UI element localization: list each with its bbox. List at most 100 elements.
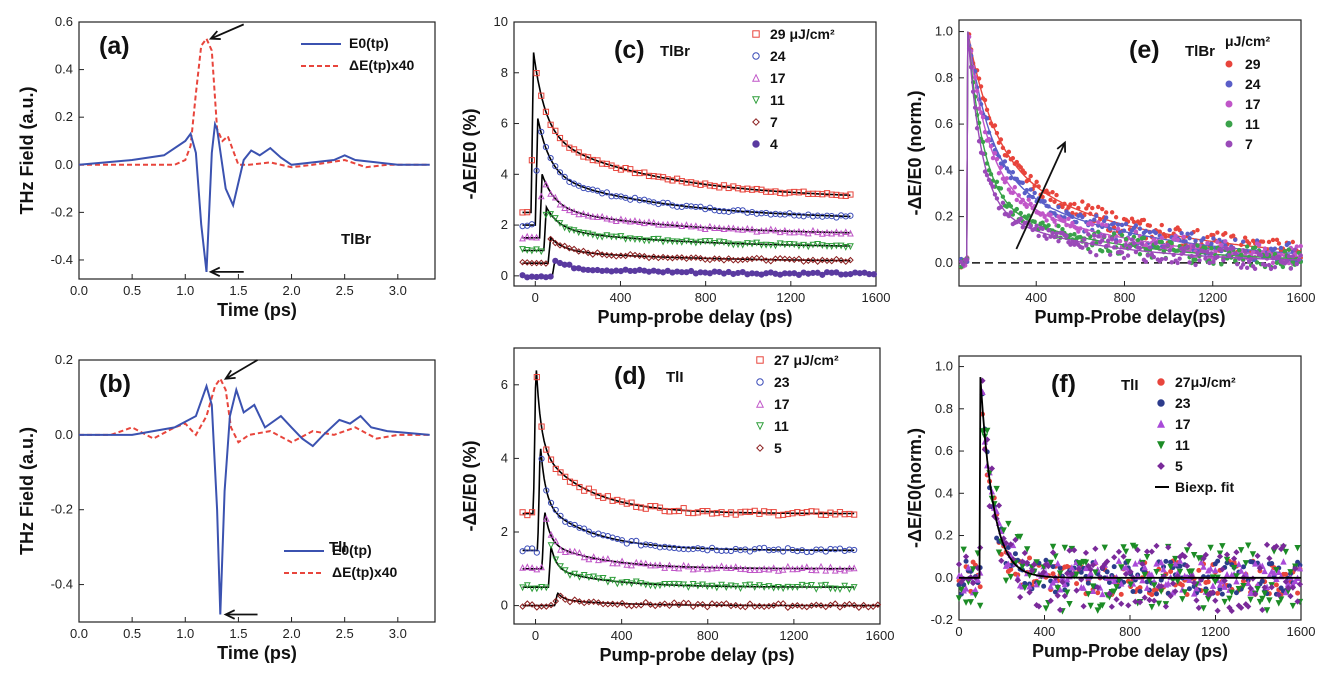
- data-point: [533, 565, 541, 573]
- legend-marker: [752, 140, 760, 148]
- data-point: [697, 223, 704, 231]
- data-point: [1143, 584, 1151, 591]
- data-point: [519, 603, 526, 610]
- data-point: [628, 580, 635, 588]
- data-point: [533, 233, 540, 241]
- data-point: [1008, 175, 1014, 181]
- data-point: [1270, 260, 1276, 265]
- data-point: [519, 258, 526, 266]
- data-point: [656, 561, 664, 569]
- data-point: [598, 233, 606, 241]
- data-point: [1160, 573, 1167, 580]
- data-point: [1215, 590, 1221, 596]
- data-point: [642, 598, 650, 606]
- data-point: [1282, 548, 1290, 556]
- data-point: [1159, 235, 1164, 240]
- data-point: [1052, 553, 1059, 560]
- data-point: [1080, 199, 1085, 204]
- data-point: [1137, 245, 1143, 251]
- x-tick-label: 0.0: [70, 283, 88, 298]
- data-point: [1167, 227, 1172, 233]
- data-point: [1187, 236, 1192, 241]
- data-point: [689, 581, 697, 588]
- data-point: [1117, 238, 1123, 244]
- data-point: [659, 199, 667, 206]
- data-point: [1061, 580, 1069, 588]
- data-point: [739, 207, 746, 214]
- x-tick-label: 800: [697, 628, 719, 643]
- data-point: [659, 220, 667, 228]
- data-point: [837, 229, 845, 237]
- data-point: [789, 602, 796, 610]
- data-point: [585, 485, 593, 492]
- data-point: [543, 446, 550, 453]
- data-point: [561, 567, 569, 575]
- data-point: [1019, 558, 1026, 565]
- data-point: [551, 215, 559, 222]
- data-point: [1205, 234, 1210, 240]
- data-point: [781, 255, 789, 263]
- data-point: [1195, 604, 1202, 611]
- data-point: [1280, 558, 1287, 565]
- data-point: [1066, 601, 1073, 608]
- data-point: [1183, 562, 1191, 570]
- legend-marker: [1156, 419, 1166, 428]
- data-point: [734, 225, 742, 233]
- y-tick-label: 4: [501, 450, 508, 465]
- data-point: [666, 561, 673, 569]
- y-tick-label: 6: [501, 116, 508, 131]
- fit-line: [522, 448, 855, 552]
- data-point: [1212, 566, 1219, 574]
- data-point: [1286, 241, 1292, 246]
- data-point: [692, 254, 700, 261]
- data-point: [1278, 545, 1285, 553]
- data-point: [842, 228, 850, 236]
- data-point: [1066, 547, 1073, 554]
- data-point: [1090, 222, 1095, 227]
- data-point: [1233, 577, 1240, 585]
- data-point: [1023, 546, 1031, 553]
- data-point: [986, 503, 993, 510]
- data-point: [758, 255, 765, 262]
- data-point: [598, 251, 606, 258]
- data-point: [556, 220, 564, 227]
- data-point: [761, 544, 768, 551]
- data-point: [1123, 242, 1129, 248]
- data-point: [1227, 253, 1232, 258]
- data-point: [1118, 591, 1124, 597]
- data-point: [678, 239, 686, 246]
- data-point: [974, 576, 982, 583]
- data-point: [1165, 580, 1172, 587]
- data-point: [566, 261, 573, 268]
- data-point: [1066, 216, 1071, 221]
- data-point: [1286, 247, 1292, 252]
- data-point: [552, 465, 559, 473]
- data-point: [1007, 541, 1014, 548]
- y-tick-label: 0.0: [935, 570, 953, 585]
- legend-label: 11: [774, 418, 789, 434]
- y-tick-label: 0.6: [935, 443, 953, 458]
- data-point: [729, 241, 737, 249]
- data-point: [528, 601, 536, 608]
- data-point: [756, 602, 763, 610]
- arrow-head: [208, 30, 221, 40]
- data-point: [670, 580, 678, 588]
- data-point: [1090, 205, 1095, 211]
- data-point: [1223, 551, 1231, 558]
- data-point: [1092, 545, 1099, 552]
- data-point: [537, 259, 545, 267]
- data-point: [770, 602, 777, 609]
- data-point: [566, 144, 573, 151]
- data-point: [803, 603, 811, 611]
- x-tick-label: 2.0: [282, 626, 300, 641]
- data-point: [523, 232, 531, 240]
- data-point: [1064, 233, 1069, 239]
- data-point: [1002, 540, 1010, 547]
- x-tick-label: 400: [1025, 290, 1047, 305]
- data-point: [1026, 197, 1031, 202]
- data-point: [732, 583, 740, 591]
- data-point: [1263, 607, 1271, 614]
- data-point: [1082, 564, 1090, 572]
- data-point: [1014, 206, 1020, 212]
- data-point: [1207, 565, 1214, 572]
